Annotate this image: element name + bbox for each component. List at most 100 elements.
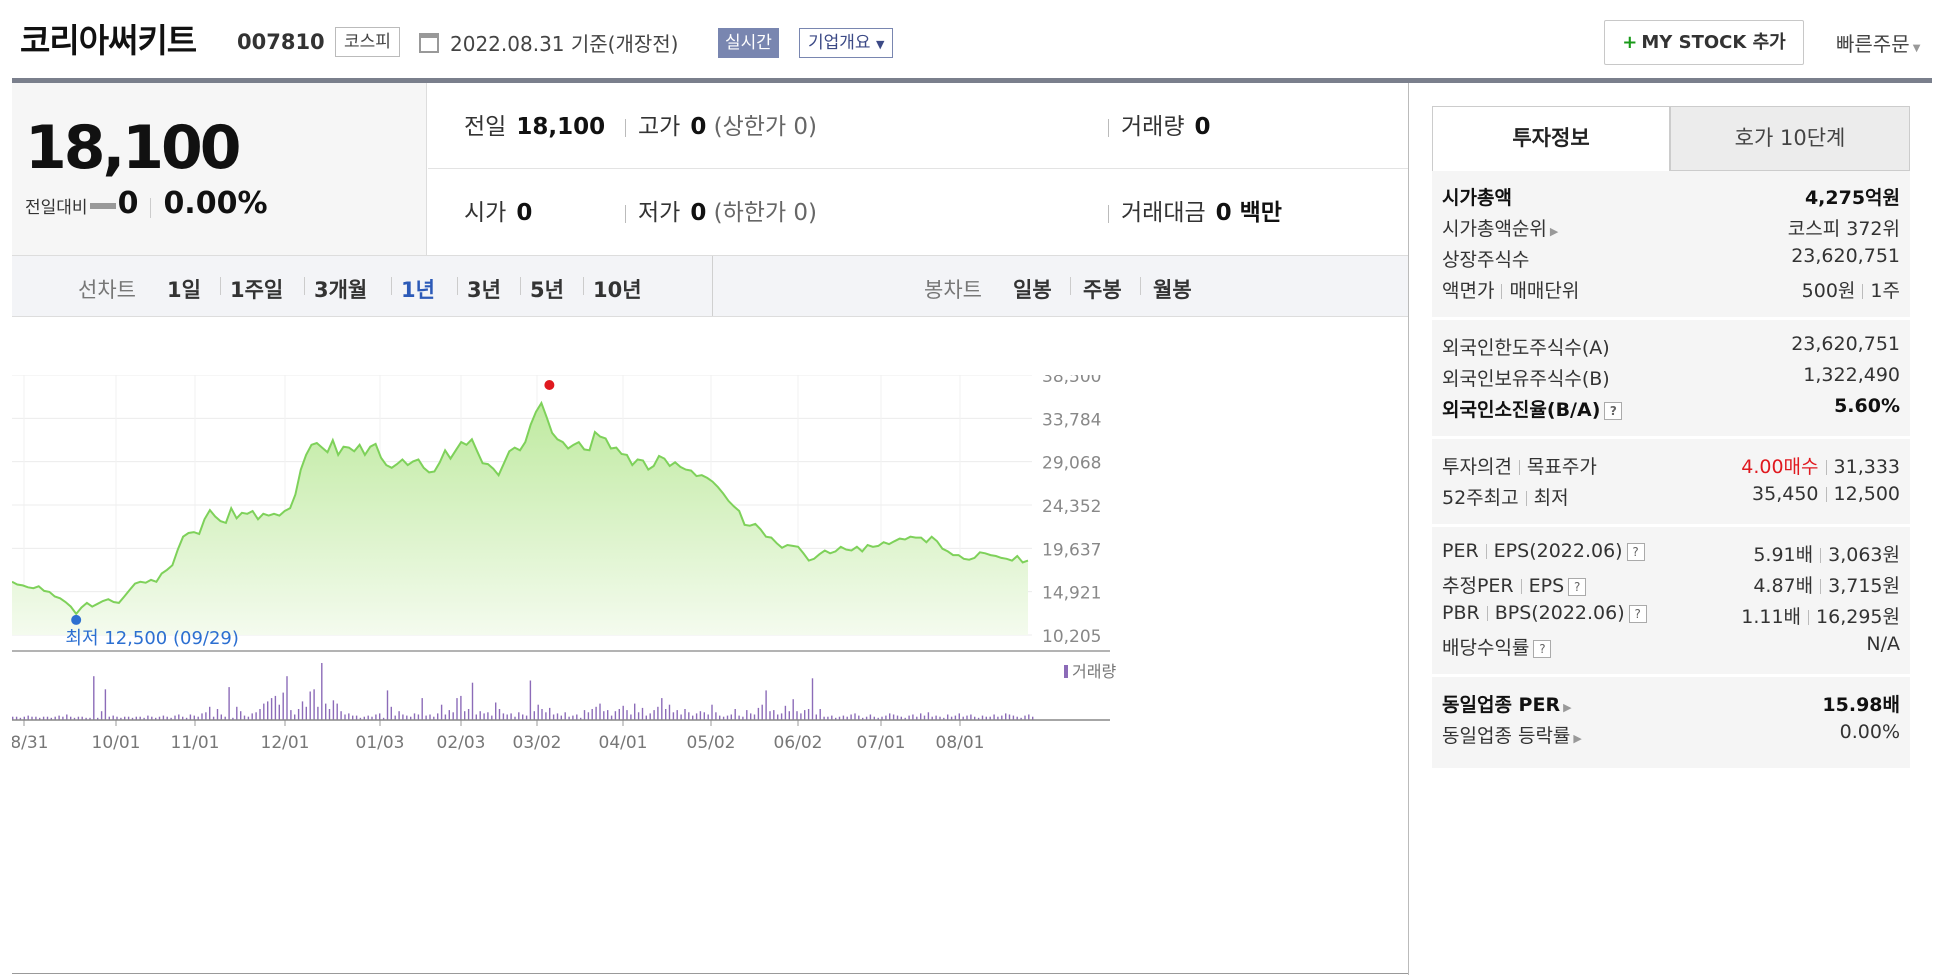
volume-bar [1008, 714, 1011, 720]
volume-bar [467, 709, 470, 720]
volume-bar [282, 692, 284, 720]
volume-bar [124, 716, 126, 720]
volume-bar [58, 715, 60, 720]
volume-bar [321, 663, 323, 720]
volume-bar [305, 706, 307, 720]
divider [1825, 487, 1827, 502]
volume-bar [413, 713, 416, 720]
help-icon[interactable]: ? [1626, 542, 1645, 561]
info-key-text: 최저 [1533, 487, 1569, 509]
volume-bar [529, 680, 532, 720]
info-value: N/A [1866, 633, 1900, 655]
open-label: 시가 [464, 200, 507, 226]
volume-bar [939, 716, 941, 720]
help-icon[interactable]: ? [1568, 577, 1587, 596]
help-icon[interactable]: ? [1533, 639, 1552, 658]
volume-bar [425, 715, 427, 720]
caret-right-icon: ▶ [1563, 701, 1572, 714]
info-key: 동일업종 등락률 ▶ [1442, 721, 1582, 748]
divider [1070, 277, 1071, 295]
add-my-stock-button[interactable]: + MY STOCK 추가 [1604, 20, 1804, 65]
chevron-down-icon: ▼ [1909, 43, 1921, 54]
volume-bar [19, 717, 22, 720]
volume-bar [580, 717, 582, 720]
tab-daily[interactable]: 일봉 [1013, 278, 1052, 302]
volume-bar [274, 695, 277, 720]
volume-legend-swatch [1064, 665, 1068, 678]
info-value: 5.91배 3,063원 [1753, 540, 1900, 567]
info-value-text: 4.87배 [1753, 575, 1814, 597]
y-tick-label: 10,205 [1042, 627, 1101, 647]
volume-bar [665, 709, 667, 720]
tab-monthly[interactable]: 월봉 [1153, 278, 1192, 302]
volume-bar [966, 715, 968, 720]
volume-bar [100, 711, 103, 720]
volume-bar [622, 705, 624, 721]
volume-bar [162, 715, 165, 720]
volume-bar [518, 712, 520, 720]
volume-bar [352, 715, 354, 720]
tab-1w[interactable]: 1주일 [230, 278, 284, 302]
volume-bar [220, 714, 222, 720]
tab-weekly[interactable]: 주봉 [1083, 278, 1122, 302]
volume-bar [23, 716, 25, 720]
volume-bar [614, 711, 617, 720]
tab-invest-info[interactable]: 투자정보 [1432, 106, 1670, 171]
tab-order-book[interactable]: 호가 10단계 [1670, 106, 1910, 171]
volume-bar [637, 712, 640, 720]
volume-bar [359, 717, 362, 720]
info-value-text: 5.60% [1834, 395, 1900, 417]
volume-bar [634, 703, 636, 720]
info-value: 4.00매수 31,333 [1741, 452, 1900, 479]
volume-bar [182, 716, 184, 720]
volume-bar [514, 716, 516, 720]
volume-bar [927, 712, 930, 720]
price-chart[interactable]: 38,500 33,784 29,068 24,352 19,637 14,921 10,2… [12, 375, 1408, 935]
company-overview-dropdown[interactable]: 기업개요 ▼ [799, 28, 894, 58]
volume-bar [297, 709, 300, 720]
volume-bar [958, 713, 960, 720]
plus-icon: + [1622, 32, 1638, 53]
stock-header: 코리아써키트 007810 코스피 2022.08.31 기준(개장전) 실시간… [0, 0, 1944, 80]
volume-label: 거래량 [1121, 114, 1185, 140]
realtime-button[interactable]: 실시간 [718, 28, 779, 58]
info-value-text: 3,715원 [1828, 575, 1900, 597]
upper-limit: (상한가 0) [713, 114, 818, 140]
volume-bar [336, 703, 338, 720]
help-icon[interactable]: ? [1628, 604, 1647, 623]
volume-bar [236, 706, 238, 720]
info-value: 코스피 372위 [1788, 214, 1900, 241]
tab-3y[interactable]: 3년 [467, 278, 501, 302]
volume-bar [962, 716, 964, 720]
help-icon[interactable]: ? [1604, 401, 1623, 420]
info-value: 4,275억원 [1805, 183, 1900, 210]
quick-order-menu[interactable]: 빠른주문 ▼ [1836, 28, 1920, 57]
volume-bar [850, 714, 852, 720]
volume-bar [158, 716, 161, 720]
tab-10y[interactable]: 10년 [593, 278, 642, 302]
info-value-text: 4.00매수 [1741, 456, 1819, 478]
volume-bar [379, 713, 381, 720]
tab-1d[interactable]: 1일 [167, 278, 201, 302]
info-row: 외국인보유주식수(B) 1,322,490 [1442, 364, 1900, 398]
volume-bar [765, 690, 767, 720]
tab-1y[interactable]: 1년 [401, 278, 435, 302]
tab-5y[interactable]: 5년 [530, 278, 564, 302]
change-label: 전일대비 [25, 198, 88, 218]
divider [457, 277, 458, 295]
volume-bar [641, 707, 644, 720]
volume-value: 0 [1194, 114, 1211, 140]
volume-bar [201, 713, 203, 720]
x-tick-label: 12/01 [261, 733, 310, 753]
x-tick-label: 11/01 [171, 733, 220, 753]
volume-bar [151, 716, 153, 720]
volume-bar [719, 715, 721, 720]
x-tick-label: 06/02 [774, 733, 823, 753]
low-label: 최저 12,500 (09/29) [65, 628, 238, 649]
info-key-text: 52주최고 [1442, 487, 1519, 509]
tab-3m[interactable]: 3개월 [314, 278, 368, 302]
volume-bar [386, 690, 389, 720]
y-tick-label: 38,500 [1042, 375, 1101, 387]
volume-bar [900, 716, 902, 720]
